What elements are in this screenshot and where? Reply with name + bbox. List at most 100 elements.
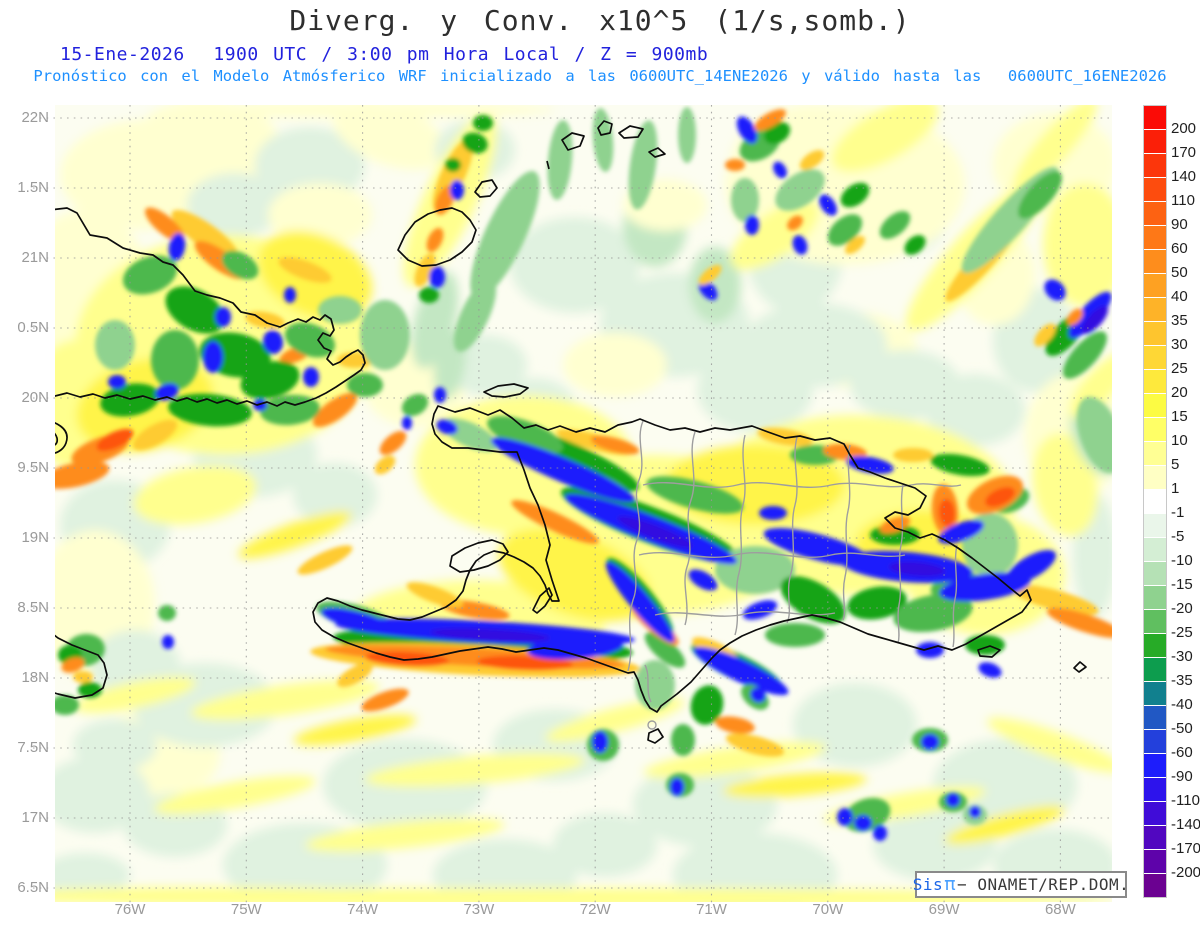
colorbar-cell (1144, 442, 1166, 465)
colorbar-level-label: -20 (1171, 600, 1193, 617)
colorbar-cell (1144, 322, 1166, 345)
y-axis-tick-label: 18N (21, 669, 49, 686)
colorbar-level-label: -140 (1171, 816, 1200, 833)
colorbar-cell (1144, 586, 1166, 609)
colorbar-cell (1144, 706, 1166, 729)
colorbar-cell (1144, 850, 1166, 873)
datetime-line: 15-Ene-2026 1900 UTC / 3:00 pm Hora Loca… (60, 44, 709, 65)
y-axis-tick-label: 22N (21, 109, 49, 126)
colorbar-cell (1144, 298, 1166, 321)
colorbar-cell (1144, 730, 1166, 753)
colorbar-level-label: 15 (1171, 408, 1188, 425)
colorbar-level-label: -10 (1171, 552, 1193, 569)
y-axis-tick-label: 8.5N (17, 599, 49, 616)
colorbar-cell (1144, 538, 1166, 561)
colorbar-level-label: 30 (1171, 336, 1188, 353)
colorbar-cell (1144, 106, 1166, 129)
colorbar-level-label: -110 (1171, 792, 1200, 809)
colorbar-level-label: -40 (1171, 696, 1193, 713)
x-axis-tick-label: 70W (812, 901, 844, 918)
colorbar-level-label: -50 (1171, 720, 1193, 737)
colorbar-cell (1144, 682, 1166, 705)
colorbar-cell (1144, 634, 1166, 657)
colorbar-cell (1144, 250, 1166, 273)
watermark-sis: Sis (912, 875, 944, 894)
colorbar-cell (1144, 490, 1166, 513)
x-axis-tick-label: 76W (114, 901, 146, 918)
colorbar-level-label: 140 (1171, 168, 1197, 185)
colorbar-level-label: 25 (1171, 360, 1188, 377)
colorbar-level-label: -15 (1171, 576, 1193, 593)
colorbar-level-label: -200 (1171, 864, 1200, 881)
watermark-box: Sis π − ONAMET/REP.DOM. (912, 871, 1130, 898)
page-title: Diverg. y Conv. x10^5 (1/s,somb.) (289, 4, 911, 37)
y-axis-tick-label: 1.5N (17, 179, 49, 196)
grid-lines (33, 105, 1112, 908)
colorbar-cell (1144, 466, 1166, 489)
y-axis-tick-label: 21N (21, 249, 49, 266)
y-axis-tick-label: 6.5N (17, 879, 49, 896)
colorbar-cell (1144, 514, 1166, 537)
colorbar-cell (1144, 778, 1166, 801)
colorbar-level-label: 110 (1171, 192, 1195, 209)
province-borders (627, 420, 962, 730)
colorbar-cell (1144, 202, 1166, 225)
x-axis-tick-label: 74W (347, 901, 379, 918)
colorbar-cell (1144, 370, 1166, 393)
colorbar-level-label: -170 (1171, 840, 1200, 857)
colorbar-cell (1144, 274, 1166, 297)
y-axis-tick-label: 20N (21, 389, 49, 406)
colorbar-level-label: 90 (1171, 216, 1188, 233)
watermark-credit: − ONAMET/REP.DOM. (957, 875, 1130, 894)
colorbar-level-label: 35 (1171, 312, 1188, 329)
colorbar-level-label: -30 (1171, 648, 1193, 665)
colorbar-cell (1144, 754, 1166, 777)
divergence-field-map (33, 105, 1112, 908)
y-axis-tick-label: 0.5N (17, 319, 49, 336)
colorbar-level-label: 10 (1171, 432, 1188, 449)
y-axis-tick-label: 19N (21, 529, 49, 546)
colorbar-level-label: 5 (1171, 456, 1180, 473)
colorbar-level-label: -60 (1171, 744, 1193, 761)
x-axis-tick-label: 68W (1044, 901, 1076, 918)
x-axis-tick-label: 69W (928, 901, 960, 918)
colorbar-cell (1144, 226, 1166, 249)
y-axis-tick-label: 17N (21, 809, 49, 826)
colorbar-cell (1144, 874, 1166, 897)
x-axis-tick-label: 71W (696, 901, 727, 918)
colorbar-level-label: -35 (1171, 672, 1193, 689)
pi-icon: π (944, 873, 957, 895)
colorbar-cell (1144, 802, 1166, 825)
colorbar-cell (1144, 130, 1166, 153)
colorbar-level-label: 50 (1171, 264, 1188, 281)
x-axis-tick-label: 73W (463, 901, 495, 918)
colorbar-level-label: 200 (1171, 120, 1197, 137)
colorbar-cell (1144, 178, 1166, 201)
colorbar-cell (1144, 658, 1166, 681)
colorbar-level-label: 170 (1171, 144, 1197, 161)
y-axis-tick-label: 7.5N (17, 739, 49, 756)
x-axis-tick-label: 75W (230, 901, 262, 918)
colorbar-level-label: 1 (1171, 480, 1180, 497)
colorbar-cell (1144, 562, 1166, 585)
x-axis-tick-label: 72W (579, 901, 611, 918)
colorbar-cell (1144, 418, 1166, 441)
colorbar (1143, 105, 1167, 898)
colorbar-cell (1144, 394, 1166, 417)
colorbar-level-label: 40 (1171, 288, 1188, 305)
colorbar-level-label: 60 (1171, 240, 1188, 257)
colorbar-cell (1144, 346, 1166, 369)
colorbar-level-label: -5 (1171, 528, 1185, 545)
colorbar-level-label: -90 (1171, 768, 1193, 785)
model-info-line: Pronóstico con el Modelo Atmósferico WRF… (33, 67, 1167, 85)
colorbar-cell (1144, 826, 1166, 849)
coastlines (55, 120, 1087, 744)
shading-strong-layer (55, 107, 1112, 841)
colorbar-cell (1144, 610, 1166, 633)
colorbar-level-label: -25 (1171, 624, 1193, 641)
y-axis-tick-label: 9.5N (17, 459, 49, 476)
colorbar-level-label: -1 (1171, 504, 1185, 521)
colorbar-cell (1144, 154, 1166, 177)
colorbar-level-label: 20 (1171, 384, 1188, 401)
